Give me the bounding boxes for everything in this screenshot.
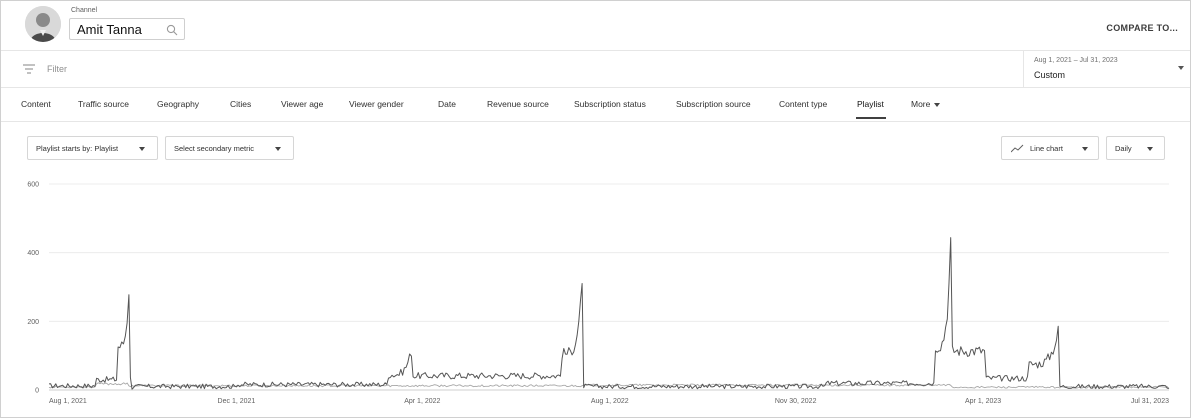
filter-icon[interactable] bbox=[23, 64, 35, 74]
primary-metric-label: Playlist starts by: Playlist bbox=[36, 144, 119, 153]
chart-type-label: Line chart bbox=[1030, 144, 1063, 153]
tab-more-label: More bbox=[911, 99, 931, 109]
y-tick-label: 200 bbox=[27, 319, 39, 326]
caret-down-icon bbox=[934, 102, 941, 107]
series-line-primary bbox=[48, 237, 1169, 390]
tab-more[interactable]: More bbox=[911, 99, 941, 109]
x-tick-label: Aug 1, 2021 bbox=[49, 398, 87, 405]
active-tab-indicator bbox=[856, 117, 886, 119]
chart-type-dropdown[interactable]: Line chart bbox=[1001, 136, 1099, 160]
tab-date[interactable]: Date bbox=[438, 99, 456, 109]
filter-input[interactable]: Filter bbox=[47, 64, 67, 74]
granularity-label: Daily bbox=[1115, 144, 1132, 153]
playlist-starts-chart: 600 400 200 0 Aug 1, 2021 Dec 1, 2021 Apr 1, … bbox=[27, 182, 1170, 405]
date-range-text: Aug 1, 2021 – Jul 31, 2023 bbox=[1034, 57, 1118, 64]
y-tick-label: 0 bbox=[35, 388, 39, 395]
x-axis-ticks: Aug 1, 2021 Dec 1, 2021 Apr 1, 2022 Aug 1, … bbox=[49, 398, 1169, 405]
secondary-metric-label: Select secondary metric bbox=[174, 144, 255, 153]
x-tick-label: Jul 31, 2023 bbox=[1131, 398, 1169, 405]
avatar[interactable] bbox=[25, 6, 61, 42]
channel-caption: Channel bbox=[71, 7, 98, 14]
y-tick-label: 600 bbox=[27, 182, 39, 189]
channel-selector[interactable]: Amit Tanna bbox=[69, 18, 185, 40]
caret-down-icon bbox=[1147, 147, 1153, 151]
chevron-down-icon bbox=[1178, 66, 1184, 70]
channel-name: Amit Tanna bbox=[77, 22, 142, 37]
date-range-picker[interactable]: Aug 1, 2021 – Jul 31, 2023 Custom bbox=[1023, 51, 1190, 88]
x-tick-label: Aug 1, 2022 bbox=[591, 398, 629, 405]
compare-to-button[interactable]: COMPARE TO... bbox=[1106, 23, 1178, 33]
line-chart-icon bbox=[1011, 144, 1024, 153]
x-tick-label: Apr 1, 2023 bbox=[965, 398, 1001, 405]
tab-viewer-age[interactable]: Viewer age bbox=[281, 99, 324, 109]
x-tick-label: Nov 30, 2022 bbox=[775, 398, 817, 405]
tab-traffic-source[interactable]: Traffic source bbox=[78, 99, 130, 109]
x-tick-label: Dec 1, 2021 bbox=[218, 398, 256, 405]
x-tick-label: Apr 1, 2022 bbox=[404, 398, 440, 405]
tab-playlist[interactable]: Playlist bbox=[857, 99, 884, 109]
y-tick-label: 400 bbox=[27, 250, 39, 257]
tab-subscription-status[interactable]: Subscription status bbox=[574, 99, 646, 109]
caret-down-icon bbox=[139, 147, 145, 151]
tab-content-type[interactable]: Content type bbox=[779, 99, 828, 109]
caret-down-icon bbox=[1082, 147, 1088, 151]
date-preset: Custom bbox=[1034, 70, 1066, 80]
y-axis-grid: 600 400 200 0 bbox=[27, 182, 1169, 395]
tab-content[interactable]: Content bbox=[21, 99, 51, 109]
tab-cities[interactable]: Cities bbox=[230, 99, 252, 109]
tab-subscription-source[interactable]: Subscription source bbox=[676, 99, 751, 109]
search-icon[interactable] bbox=[166, 24, 178, 36]
granularity-dropdown[interactable]: Daily bbox=[1106, 136, 1165, 160]
primary-metric-dropdown[interactable]: Playlist starts by: Playlist bbox=[27, 136, 158, 160]
filter-bar: Filter Aug 1, 2021 – Jul 31, 2023 Custom bbox=[1, 51, 1190, 88]
tab-geography[interactable]: Geography bbox=[157, 99, 200, 109]
dimension-tabs: Content Traffic source Geography Cities … bbox=[1, 88, 1190, 122]
tab-viewer-gender[interactable]: Viewer gender bbox=[349, 99, 404, 109]
caret-down-icon bbox=[275, 147, 281, 151]
tab-revenue-source[interactable]: Revenue source bbox=[487, 99, 549, 109]
channel-header: Channel Amit Tanna COMPARE TO... bbox=[1, 1, 1190, 51]
secondary-metric-dropdown[interactable]: Select secondary metric bbox=[165, 136, 294, 160]
avatar-image bbox=[25, 6, 61, 42]
